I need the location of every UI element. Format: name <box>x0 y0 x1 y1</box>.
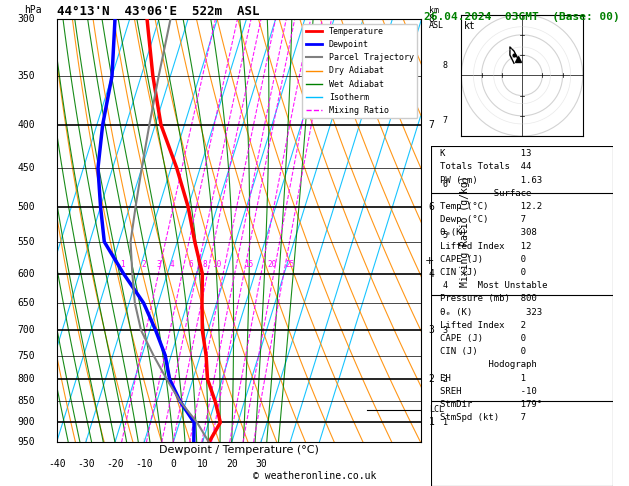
Text: 6: 6 <box>443 180 448 189</box>
Text: 650: 650 <box>17 298 35 308</box>
Text: 8: 8 <box>443 61 448 70</box>
Text: 300: 300 <box>17 15 35 24</box>
Text: 4: 4 <box>443 281 448 290</box>
Text: 750: 750 <box>17 350 35 361</box>
Text: 6: 6 <box>188 260 193 269</box>
Text: 3: 3 <box>429 325 435 335</box>
Text: 30: 30 <box>255 459 267 469</box>
Text: 350: 350 <box>17 71 35 81</box>
Text: 900: 900 <box>17 417 35 427</box>
Text: © weatheronline.co.uk: © weatheronline.co.uk <box>253 471 376 481</box>
Text: 400: 400 <box>17 120 35 130</box>
Text: 0: 0 <box>170 459 176 469</box>
Text: 7: 7 <box>429 120 435 130</box>
Text: 5: 5 <box>443 230 448 240</box>
Text: +: + <box>425 256 435 266</box>
Text: 2: 2 <box>443 375 448 384</box>
Text: 1: 1 <box>443 418 448 427</box>
Text: kt: kt <box>464 21 476 31</box>
Text: hPa: hPa <box>24 5 42 15</box>
Text: 6: 6 <box>429 202 435 212</box>
Text: 1: 1 <box>429 417 435 427</box>
Text: 8: 8 <box>429 15 435 24</box>
Text: -10: -10 <box>135 459 153 469</box>
Text: 2: 2 <box>429 374 435 384</box>
Text: LCL: LCL <box>429 405 443 415</box>
Text: ASL: ASL <box>429 21 443 30</box>
Text: 20: 20 <box>226 459 238 469</box>
Text: -40: -40 <box>48 459 65 469</box>
Text: 950: 950 <box>17 437 35 447</box>
Text: 450: 450 <box>17 163 35 173</box>
Text: 850: 850 <box>17 397 35 406</box>
Text: 44°13'N  43°06'E  522m  ASL: 44°13'N 43°06'E 522m ASL <box>57 5 259 18</box>
Text: 700: 700 <box>17 325 35 335</box>
X-axis label: Dewpoint / Temperature (°C): Dewpoint / Temperature (°C) <box>159 445 319 455</box>
Text: 3: 3 <box>443 326 448 335</box>
Text: 20: 20 <box>268 260 277 269</box>
Text: 550: 550 <box>17 237 35 247</box>
Text: 26.04.2024  03GMT  (Base: 00): 26.04.2024 03GMT (Base: 00) <box>424 12 620 22</box>
Text: Mixing Ratio (g/kg): Mixing Ratio (g/kg) <box>460 175 470 287</box>
Text: 10: 10 <box>213 260 221 269</box>
Text: 500: 500 <box>17 202 35 212</box>
Text: 10: 10 <box>197 459 208 469</box>
Text: 8: 8 <box>203 260 208 269</box>
Text: 4: 4 <box>429 269 435 278</box>
Text: -30: -30 <box>77 459 94 469</box>
Text: 2: 2 <box>142 260 147 269</box>
Text: 15: 15 <box>245 260 253 269</box>
Legend: Temperature, Dewpoint, Parcel Trajectory, Dry Adiabat, Wet Adiabat, Isotherm, Mi: Temperature, Dewpoint, Parcel Trajectory… <box>303 24 417 118</box>
Text: 25: 25 <box>286 260 294 269</box>
Text: 600: 600 <box>17 269 35 278</box>
Text: km: km <box>429 6 438 15</box>
Text: -20: -20 <box>106 459 124 469</box>
Text: 3: 3 <box>156 260 161 269</box>
Text: 4: 4 <box>169 260 174 269</box>
Text: 1: 1 <box>120 260 125 269</box>
Text: 7: 7 <box>443 116 448 125</box>
Text: K              13
Totals Totals  44
PW (cm)        1.63
          Surface       : K 13 Totals Totals 44 PW (cm) 1.63 Surfa… <box>440 149 591 422</box>
Text: 800: 800 <box>17 374 35 384</box>
